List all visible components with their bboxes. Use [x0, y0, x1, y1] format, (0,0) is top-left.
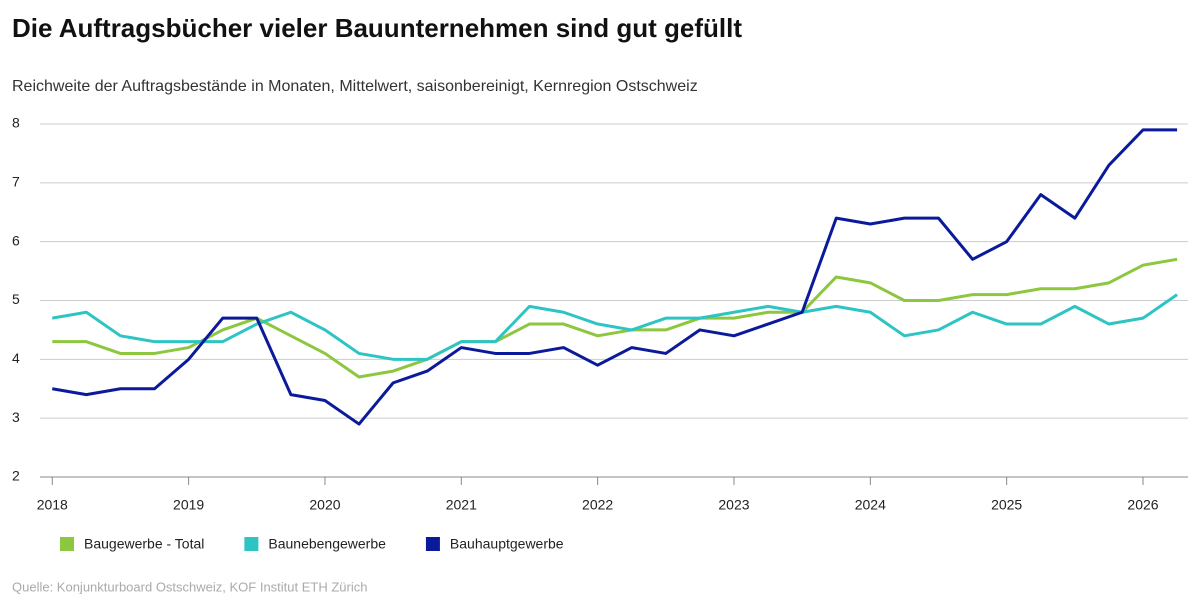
y-tick-label: 3 — [12, 409, 20, 425]
y-tick-label: 8 — [12, 115, 20, 131]
x-tick-label: 2023 — [718, 497, 749, 513]
x-tick-label: 2025 — [991, 497, 1022, 513]
legend-swatch — [244, 537, 259, 551]
series-line — [52, 257, 1178, 379]
y-tick-label: 4 — [12, 350, 20, 366]
legend-label: Baugewerbe - Total — [84, 536, 204, 552]
x-tick-label: 2018 — [37, 497, 68, 513]
x-tick-label: 2026 — [1127, 497, 1158, 513]
y-tick-label: 5 — [12, 291, 20, 307]
chart-title: Die Auftragsbücher vieler Bauunternehmen… — [12, 13, 742, 43]
legend-swatch — [60, 537, 74, 551]
x-tick-label: 2019 — [173, 497, 204, 513]
x-tick-label: 2022 — [582, 497, 613, 513]
legend-label: Bauhauptgewerbe — [450, 536, 564, 552]
legend-label: Baunebengewerbe — [268, 536, 386, 552]
series-line — [52, 293, 1178, 361]
x-tick-label: 2020 — [309, 497, 340, 513]
y-tick-label: 7 — [12, 174, 20, 190]
legend-swatch — [425, 537, 440, 551]
y-tick-label: 6 — [12, 232, 20, 248]
x-tick-label: 2021 — [446, 497, 477, 513]
y-tick-label: 2 — [12, 468, 20, 484]
source: Quelle: Konjunkturboard Ostschweiz, KOF … — [12, 579, 367, 594]
series-line — [52, 128, 1178, 426]
x-tick-label: 2024 — [855, 497, 886, 513]
chart-subtitle: Reichweite der Auftragsbestände in Monat… — [12, 78, 698, 95]
